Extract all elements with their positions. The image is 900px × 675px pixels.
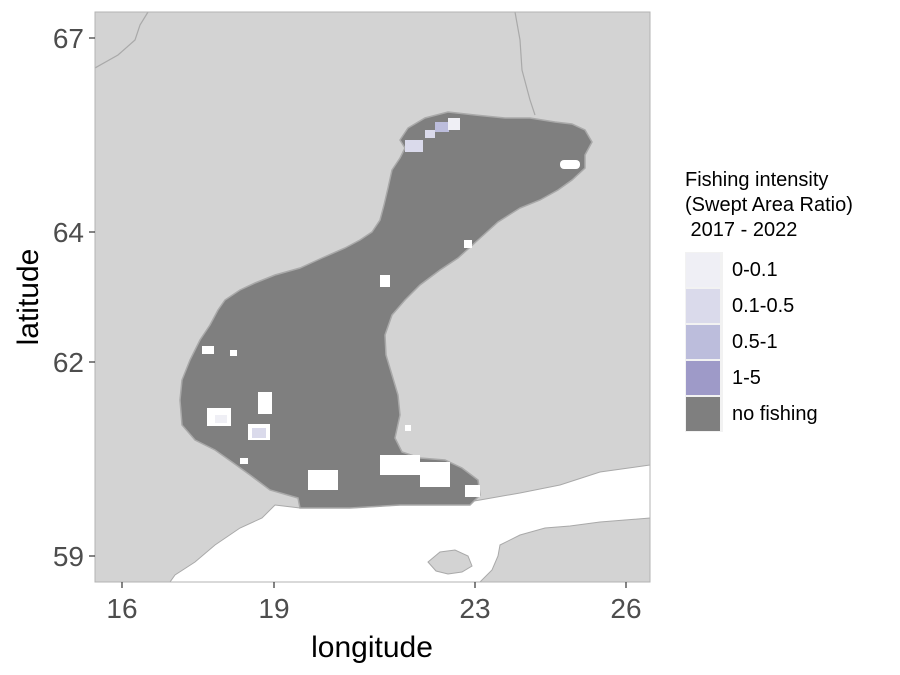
island <box>479 517 650 582</box>
border-line <box>95 12 149 69</box>
cell-0-0.1 <box>215 415 227 423</box>
x-tick-label: 26 <box>610 593 641 624</box>
bothnia-no-fishing-area <box>179 111 593 509</box>
legend: Fishing intensity (Swept Area Ratio) 201… <box>685 168 895 432</box>
legend-item: 1-5 <box>685 360 761 396</box>
legend-label: 0.1-0.5 <box>732 295 795 317</box>
x-axis-title: longitude <box>311 631 433 664</box>
legend-swatch <box>686 325 720 359</box>
fishing-intensity-cells <box>215 118 460 438</box>
panel-border <box>94 11 651 583</box>
legend-swatch <box>686 289 720 323</box>
cell-0.1-0.5 <box>405 140 423 152</box>
y-tick-label: 62 <box>53 347 84 378</box>
border-line <box>514 12 536 116</box>
legend-label: 0-0.1 <box>732 259 778 281</box>
legend-label: 1-5 <box>732 367 761 389</box>
legend-items: 0-0.1 0.1-0.5 0.5-1 1-5 no fishing <box>685 252 818 432</box>
legend-swatch <box>686 397 720 431</box>
map-panel <box>95 12 650 582</box>
cell-0.1-0.5 <box>252 428 266 438</box>
legend-item: 0.1-0.5 <box>685 288 794 324</box>
y-axis: 59 62 64 67 <box>53 23 95 572</box>
legend-label: no fishing <box>732 403 818 425</box>
legend-swatch <box>686 253 720 287</box>
x-axis: 16 19 23 26 <box>106 582 642 624</box>
legend-title-line-3: 2017 - 2022 <box>685 219 798 241</box>
cell-0-0.1 <box>448 118 460 130</box>
legend-item: 0.5-1 <box>685 324 778 360</box>
legend-item: no fishing <box>685 396 818 432</box>
y-tick-label: 67 <box>53 23 84 54</box>
legend-title-line-2: (Swept Area Ratio) <box>685 194 853 216</box>
cell-0.1-0.5 <box>425 130 435 138</box>
x-tick-label: 23 <box>459 593 490 624</box>
y-axis-title: latitude <box>12 249 45 346</box>
island <box>427 549 473 575</box>
legend-swatch <box>686 361 720 395</box>
legend-label: 0.5-1 <box>732 331 778 353</box>
x-tick-label: 19 <box>258 593 289 624</box>
legend-item: 0-0.1 <box>685 252 778 288</box>
y-tick-label: 64 <box>53 217 84 248</box>
legend-title: Fishing intensity (Swept Area Ratio) 201… <box>685 168 895 243</box>
cell-0.5-1 <box>435 122 449 132</box>
y-tick-label: 59 <box>53 541 84 572</box>
x-tick-label: 16 <box>106 593 137 624</box>
legend-title-line-1: Fishing intensity <box>685 169 829 191</box>
coastal-cells <box>202 160 580 497</box>
